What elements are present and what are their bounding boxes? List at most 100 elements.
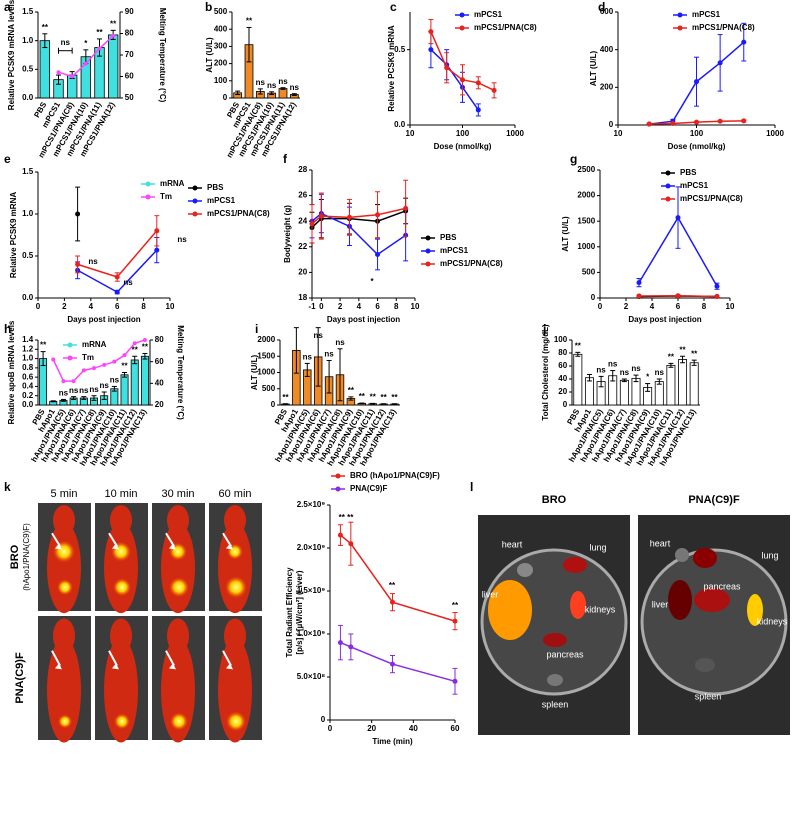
y-tick-label: 60	[155, 357, 164, 366]
bar	[584, 377, 594, 406]
y-tick-label: 500	[262, 384, 276, 393]
y-tick-label: 2500	[577, 165, 595, 174]
significance: ns	[267, 81, 277, 90]
data-point	[403, 205, 409, 211]
y-tick-label: 500	[582, 268, 596, 277]
significance: ns	[655, 368, 665, 377]
bar	[678, 359, 688, 406]
bar	[631, 377, 641, 406]
x-tick-label: 0	[319, 302, 324, 311]
panel-label: e	[4, 152, 11, 166]
significance: ns	[59, 389, 69, 398]
significance: ns	[278, 77, 288, 86]
row-label: PNA(C9)F	[14, 652, 26, 704]
axis-title: Time (min)	[372, 737, 413, 746]
data-point	[375, 212, 381, 218]
y-tick-label: 1.5×10⁹	[297, 586, 326, 595]
axis-title: Total Cholesterol (mg/dL)	[541, 324, 550, 421]
panel-label: h	[4, 322, 11, 336]
y-tick-label: 2000	[257, 335, 275, 344]
signal	[57, 579, 73, 596]
y-tick-label: 1.2	[22, 344, 34, 353]
x-tick-label: 2	[62, 302, 67, 311]
data-point	[675, 215, 681, 221]
x-tick-label: 6	[115, 302, 120, 311]
axis-title: [p/s] / [µW/cm²] (Liver)	[295, 570, 304, 655]
bar	[140, 355, 149, 406]
series-line	[339, 534, 456, 622]
data-point	[741, 39, 747, 45]
significance: ns	[290, 83, 300, 92]
organ	[693, 548, 717, 568]
significance: **	[121, 362, 128, 371]
significance: **	[391, 393, 398, 402]
y-tick-label: 0.5	[394, 45, 406, 54]
tm-point	[92, 366, 96, 371]
bar	[689, 362, 699, 406]
data-point	[491, 87, 497, 93]
axis-title: Dose (nmol/kg)	[668, 142, 726, 151]
legend-label: Tm	[82, 353, 94, 362]
bracket-label: ns	[61, 38, 71, 47]
mouse-body	[104, 638, 138, 743]
y-tick-label: 80	[125, 29, 134, 38]
significance: ns	[620, 368, 630, 377]
mouse-body	[161, 522, 195, 614]
legend-label: PBS	[440, 233, 457, 242]
y-tick-label: 22	[298, 242, 307, 251]
panel-label: i	[255, 322, 258, 336]
tm-point	[83, 61, 88, 66]
legend-label: mPCS1/PNA(C8)	[680, 194, 743, 203]
y-tick-label: 40	[558, 374, 567, 383]
organ	[694, 588, 730, 612]
significance: ns	[314, 331, 324, 340]
significance: **	[575, 341, 582, 350]
significance: **	[452, 601, 459, 610]
legend-marker	[145, 194, 151, 200]
y-tick-label: 300	[214, 42, 228, 51]
y-tick-label: 0	[223, 93, 228, 102]
legend-label: PBS	[680, 168, 697, 177]
y-tick-label: 2.5×10⁹	[297, 500, 326, 509]
significance: *	[370, 277, 374, 286]
x-tick-label: 60	[451, 724, 460, 733]
y-tick-label: 0	[321, 715, 326, 724]
legend-label: mRNA	[82, 340, 107, 349]
y-tick-label: 0.0	[22, 293, 34, 302]
y-tick-label: 1.4	[22, 335, 34, 344]
significance: **	[40, 341, 47, 350]
y-tick-label: 100	[214, 76, 228, 85]
data-point	[154, 228, 160, 234]
significance: ns	[88, 257, 98, 266]
axis-title: ALT (U/L)	[205, 37, 214, 73]
x-tick-label: 2	[338, 302, 343, 311]
bar	[107, 34, 119, 99]
axis-title: Melting Temperature (°C)	[158, 8, 167, 103]
y-tick-label: 0.0	[22, 93, 34, 102]
axis-title: Relative apoB mRNA levels	[7, 320, 16, 424]
organ	[488, 580, 532, 640]
data-point	[428, 47, 434, 53]
y-tick-label: 20	[155, 400, 164, 409]
arrow-head	[169, 543, 176, 550]
y-tick-label: 18	[298, 293, 307, 302]
significance: ns	[177, 235, 187, 244]
organ	[563, 557, 587, 573]
significance: **	[679, 345, 686, 354]
tm-point	[56, 70, 61, 75]
legend-marker	[335, 473, 341, 479]
data-point	[337, 640, 343, 646]
data-point	[75, 261, 81, 267]
data-point	[741, 118, 747, 124]
signal	[53, 540, 75, 563]
data-point	[675, 293, 681, 299]
legend-label: mPCS1/PNA(C8)	[474, 23, 537, 32]
data-point	[444, 65, 450, 71]
axis-title: ALT (U/L)	[589, 50, 598, 86]
organ	[570, 591, 586, 619]
y-tick-label: 80	[155, 335, 164, 344]
significance: **	[370, 392, 377, 401]
significance: **	[668, 353, 675, 362]
mouse-head	[53, 618, 75, 654]
